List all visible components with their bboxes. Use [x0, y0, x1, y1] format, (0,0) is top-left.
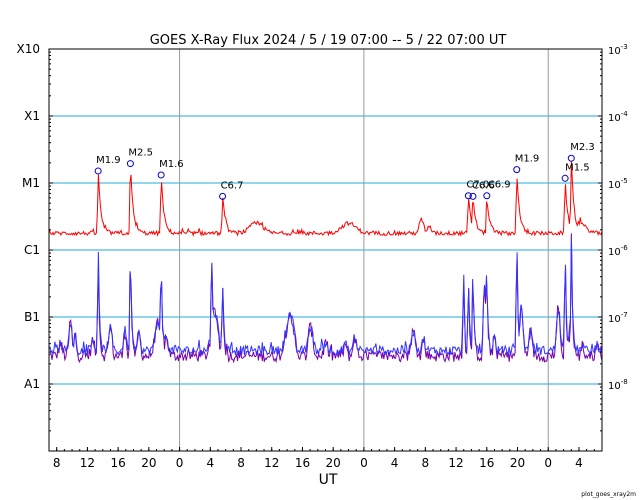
right-tick-base: 10	[608, 314, 621, 325]
flare-label: M1.9	[96, 155, 121, 166]
left-tick-label: B1	[24, 310, 40, 324]
x-tick-label: 16	[479, 456, 494, 470]
x-tick-label: 0	[544, 456, 552, 470]
x-tick-label: 0	[176, 456, 184, 470]
flare-marker	[126, 160, 134, 168]
x-axis-label: UT	[319, 472, 338, 488]
grid-layer	[49, 49, 602, 451]
flare-marker	[567, 154, 575, 162]
flare-marker	[94, 167, 102, 175]
right-tick-base: 10	[608, 113, 621, 124]
x-tick-label: 8	[53, 456, 61, 470]
left-tick-label: X10	[17, 42, 41, 56]
flare-layer: M1.9 M2.5 M1.6 C6.7 C7.0C6.6C6.9 M1.9 M1.5 M2.3	[94, 142, 595, 200]
x-tick-label: 16	[110, 456, 125, 470]
x-tick-label: 16	[295, 456, 310, 470]
flare-label: C6.9	[488, 180, 511, 191]
right-tick-base: 10	[608, 381, 621, 392]
flare-label: C6.6	[472, 180, 495, 191]
chart-title: GOES X-Ray Flux 2024 / 5 / 19 07:00 -- 5…	[150, 33, 507, 48]
flare-label: M1.5	[565, 162, 590, 173]
right-tick-base: 10	[608, 46, 621, 57]
short-channel-line	[48, 235, 603, 357]
right-tick-exponent: -7	[621, 311, 628, 319]
x-tick-label: 0	[360, 456, 368, 470]
right-tick-base: 10	[608, 247, 621, 258]
right-tick-label: 10-3	[608, 43, 628, 57]
left-tick-label: M1	[22, 176, 40, 190]
x-tick-label: 8	[422, 456, 430, 470]
flare-label: M2.3	[570, 142, 595, 153]
flare-marker	[561, 174, 569, 182]
flare-marker	[157, 171, 165, 179]
flare-marker	[483, 192, 491, 200]
left-tick-label: A1	[24, 377, 40, 391]
right-tick-exponent: -6	[621, 244, 629, 252]
right-tick-label: 10-8	[608, 378, 628, 392]
series-layer	[48, 160, 603, 364]
right-tick-exponent: -4	[621, 110, 629, 118]
x-tick-label: 12	[80, 456, 95, 470]
x-tick-label: 8	[237, 456, 245, 470]
right-tick-label: 10-5	[608, 177, 628, 191]
right-tick-base: 10	[608, 180, 621, 191]
left-tick-label: X1	[24, 109, 40, 123]
long-channel-line	[48, 160, 603, 237]
x-tick-label: 20	[510, 456, 525, 470]
flare-label: M1.9	[515, 154, 540, 165]
x-tick-label: 12	[264, 456, 279, 470]
right-tick-label: 10-6	[608, 244, 628, 258]
x-tick-label: 12	[448, 456, 463, 470]
x-tick-label: 20	[141, 456, 156, 470]
right-tick-label: 10-7	[608, 311, 628, 325]
right-tick-label: 10-4	[608, 110, 628, 124]
x-tick-label: 20	[326, 456, 341, 470]
right-tick-exponent: -8	[621, 378, 628, 386]
flare-marker	[464, 192, 472, 200]
right-tick-exponent: -3	[621, 43, 628, 51]
x-tick-label: 4	[391, 456, 399, 470]
flare-marker	[469, 192, 477, 200]
short-channel-low-line	[48, 233, 603, 364]
flare-label: M2.5	[128, 148, 153, 159]
x-tick-label: 4	[206, 456, 214, 470]
left-tick-label: C1	[24, 243, 40, 257]
right-tick-exponent: -5	[621, 177, 628, 185]
flare-marker	[513, 166, 521, 174]
flare-label: M1.6	[159, 159, 184, 170]
flare-marker	[219, 192, 227, 200]
flare-label: C6.7	[221, 180, 244, 191]
footer-text: plot_goes_xray2m	[581, 491, 636, 498]
flare-label: C7.0	[466, 180, 489, 191]
x-tick-label: 4	[575, 456, 583, 470]
